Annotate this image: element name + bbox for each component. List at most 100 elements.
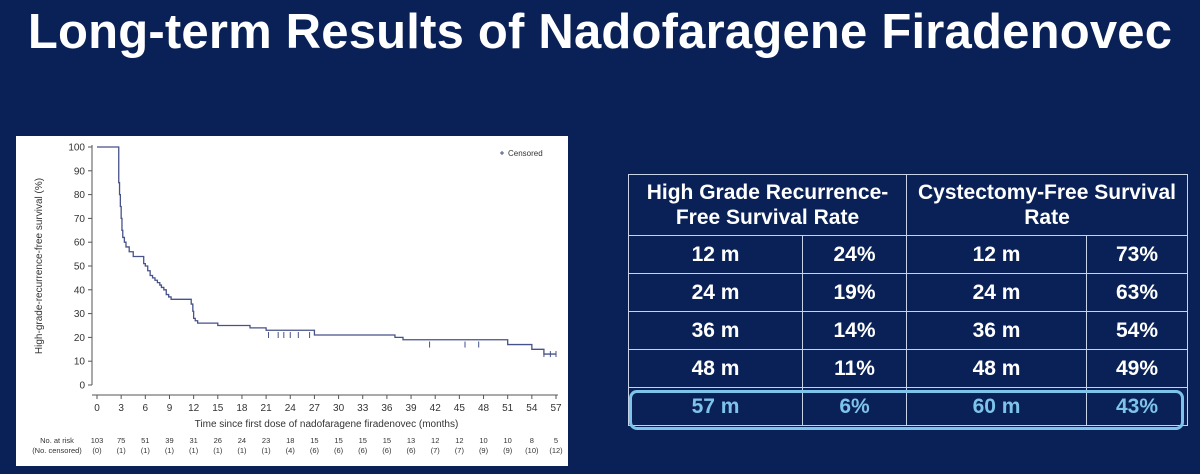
risk-censored-count: (10) xyxy=(525,446,539,455)
table-header-row: High Grade Recurrence-Free Survival Rate… xyxy=(628,174,1188,236)
x-tick-label: 27 xyxy=(309,403,321,414)
x-tick-label: 0 xyxy=(94,403,100,414)
recurrence-time-cell: 36 m xyxy=(628,311,803,350)
risk-censored-count: (6) xyxy=(406,446,416,455)
risk-censored-count: (12) xyxy=(549,446,563,455)
risk-count: 13 xyxy=(407,436,415,445)
table-row: 36 m 14% 36 m 54% xyxy=(628,311,1188,350)
risk-censored-count: (1) xyxy=(189,446,199,455)
table-row: 12 m 24% 12 m 73% xyxy=(628,235,1188,274)
cystectomy-rate-cell: 63% xyxy=(1086,273,1188,312)
y-tick-label: 80 xyxy=(74,190,86,201)
x-tick-label: 24 xyxy=(285,403,297,414)
x-tick-label: 21 xyxy=(261,403,273,414)
x-axis-label: Time since first dose of nadofaragene fi… xyxy=(195,419,459,430)
risk-count: 24 xyxy=(238,436,246,445)
risk-count: 51 xyxy=(141,436,149,445)
y-axis-label: High-grade-recurrence-free survival (%) xyxy=(34,178,45,354)
legend-label: Censored xyxy=(508,149,543,158)
x-tick-label: 12 xyxy=(188,403,200,414)
y-tick-label: 70 xyxy=(74,214,86,225)
x-tick-label: 15 xyxy=(212,403,224,414)
y-tick-label: 40 xyxy=(74,285,86,296)
survival-step-curve xyxy=(97,146,556,355)
x-tick-label: 3 xyxy=(118,403,124,414)
risk-censored-count: (7) xyxy=(455,446,465,455)
table-row: 24 m 19% 24 m 63% xyxy=(628,273,1188,312)
x-tick-label: 51 xyxy=(502,403,514,414)
x-tick-label: 39 xyxy=(405,403,417,414)
risk-count: 12 xyxy=(455,436,463,445)
highlighted-table-row: 57 m 6% 60 m 43% xyxy=(628,387,1188,426)
risk-censored-count: (6) xyxy=(382,446,392,455)
recurrence-time-cell: 48 m xyxy=(628,349,803,388)
risk-count: 8 xyxy=(530,436,534,445)
risk-censored-count: (1) xyxy=(117,446,127,455)
recurrence-rate-cell: 19% xyxy=(802,273,907,312)
risk-count: 18 xyxy=(286,436,294,445)
cystectomy-rate-cell: 54% xyxy=(1086,311,1188,350)
header-recurrence-free: High Grade Recurrence-Free Survival Rate xyxy=(628,174,907,236)
recurrence-rate-cell: 11% xyxy=(802,349,907,388)
x-tick-label: 48 xyxy=(478,403,490,414)
header-cystectomy-free: Cystectomy-Free Survival Rate xyxy=(906,174,1188,236)
x-tick-label: 54 xyxy=(526,403,538,414)
y-tick-label: 90 xyxy=(74,166,86,177)
cystectomy-rate-cell: 43% xyxy=(1086,387,1188,426)
risk-count: 12 xyxy=(431,436,439,445)
risk-censored-count: (0) xyxy=(92,446,102,455)
x-tick-label: 36 xyxy=(381,403,393,414)
recurrence-time-cell: 24 m xyxy=(628,273,803,312)
x-tick-label: 42 xyxy=(430,403,442,414)
recurrence-rate-cell: 6% xyxy=(802,387,907,426)
risk-count: 15 xyxy=(359,436,367,445)
risk-censored-count: (9) xyxy=(503,446,513,455)
x-tick-label: 6 xyxy=(143,403,149,414)
risk-count: 15 xyxy=(334,436,342,445)
y-tick-label: 10 xyxy=(74,357,86,368)
y-tick-label: 0 xyxy=(79,381,85,392)
cystectomy-rate-cell: 73% xyxy=(1086,235,1188,274)
risk-table-censored-label: (No. censored) xyxy=(32,446,82,455)
risk-censored-count: (6) xyxy=(334,446,344,455)
x-tick-label: 57 xyxy=(550,403,562,414)
highlight-outline xyxy=(629,390,1184,430)
risk-censored-count: (6) xyxy=(358,446,368,455)
x-tick-label: 33 xyxy=(357,403,369,414)
risk-count: 15 xyxy=(383,436,391,445)
recurrence-rate-cell: 24% xyxy=(802,235,907,274)
cystectomy-time-cell: 60 m xyxy=(906,387,1087,426)
survival-rates-table: High Grade Recurrence-Free Survival Rate… xyxy=(628,174,1188,426)
slide-title: Long-term Results of Nadofaragene Firade… xyxy=(27,5,1173,59)
y-tick-label: 50 xyxy=(74,262,86,273)
risk-count: 23 xyxy=(262,436,270,445)
risk-count: 39 xyxy=(165,436,173,445)
risk-count: 75 xyxy=(117,436,125,445)
risk-censored-count: (1) xyxy=(141,446,151,455)
risk-count: 26 xyxy=(214,436,222,445)
risk-count: 5 xyxy=(554,436,558,445)
risk-table-label: No. at risk xyxy=(40,436,74,445)
y-tick-label: 20 xyxy=(74,333,86,344)
y-tick-label: 30 xyxy=(74,309,86,320)
risk-censored-count: (9) xyxy=(479,446,489,455)
recurrence-time-cell: 12 m xyxy=(628,235,803,274)
risk-count: 10 xyxy=(504,436,512,445)
risk-censored-count: (1) xyxy=(237,446,247,455)
cystectomy-time-cell: 12 m xyxy=(906,235,1087,274)
risk-censored-count: (7) xyxy=(431,446,441,455)
risk-censored-count: (6) xyxy=(310,446,320,455)
risk-count: 10 xyxy=(479,436,487,445)
risk-count: 15 xyxy=(310,436,318,445)
risk-count: 31 xyxy=(189,436,197,445)
risk-count: 103 xyxy=(91,436,104,445)
table-row: 48 m 11% 48 m 49% xyxy=(628,349,1188,388)
risk-censored-count: (1) xyxy=(213,446,223,455)
x-tick-label: 9 xyxy=(167,403,173,414)
cystectomy-time-cell: 24 m xyxy=(906,273,1087,312)
risk-censored-count: (1) xyxy=(262,446,272,455)
risk-censored-count: (4) xyxy=(286,446,296,455)
risk-censored-count: (1) xyxy=(165,446,175,455)
x-tick-label: 18 xyxy=(236,403,248,414)
